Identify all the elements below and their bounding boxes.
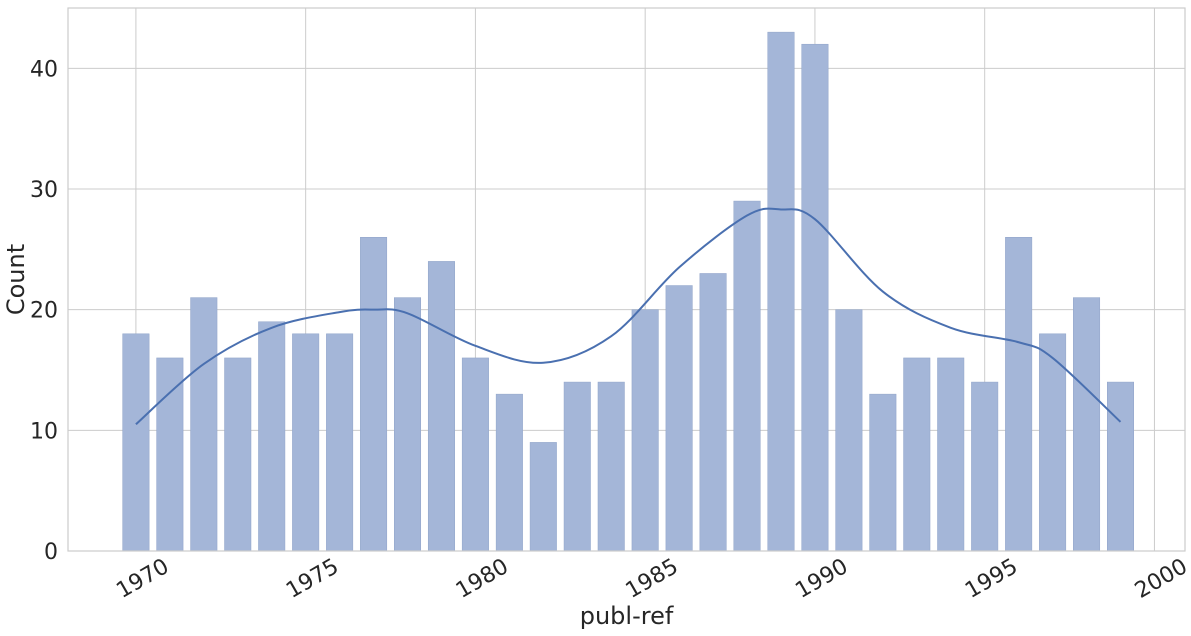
histogram-bar [495,393,523,552]
histogram-bar [1039,333,1067,552]
histogram-bar [1107,381,1134,552]
x-tick-label: 1985 [622,554,683,604]
histogram-bar [258,321,286,552]
x-tick-label: 1995 [961,554,1022,604]
histogram-bar [461,357,489,552]
y-tick-label: 30 [30,178,58,203]
histogram-bar [1005,237,1033,552]
y-tick-label: 0 [44,540,58,565]
histogram-bar [529,442,557,552]
y-tick-label: 40 [30,57,58,82]
x-tick-label: 1980 [452,554,513,604]
y-axis-label: Count [2,244,30,315]
histogram-bar [427,261,455,552]
histogram-bar [767,31,795,552]
y-tick-label: 10 [30,419,58,444]
histogram-bar [801,43,829,552]
x-tick-label: 1990 [791,554,852,604]
y-tick-label: 20 [30,299,58,324]
x-tick-label: 1975 [282,554,343,604]
histogram-bar [394,297,422,552]
histogram-bar [597,381,625,552]
bars [122,31,1134,552]
histogram-bar [1073,297,1101,552]
histogram-bar [733,200,761,552]
x-tick-labels: 1970 1975 1980 1985 1990 1995 2000 [112,554,1191,604]
histogram-bar [971,381,999,552]
x-tick-label: 2000 [1131,554,1191,604]
histogram-bar [326,333,354,552]
plot-frame [67,7,1186,552]
histogram-bar [224,357,252,552]
histogram-bar [903,357,931,552]
x-tick-label: 1970 [112,554,173,604]
histogram-bar [563,381,591,552]
histogram-bar [122,333,150,552]
x-axis-label: publ-ref [580,602,674,630]
histogram-bar [869,393,897,552]
histogram-bar [156,357,184,552]
histogram-bar [292,333,320,552]
histogram-bar [190,297,218,552]
histogram-bar [631,309,659,552]
histogram-bar [937,357,965,552]
y-tick-labels: 0 10 20 30 40 [30,57,58,565]
histogram-bar [360,237,388,552]
histogram-bar [699,273,727,552]
histogram-bar [835,309,863,552]
histogram-bar [665,285,693,552]
kde-line [135,207,1122,426]
